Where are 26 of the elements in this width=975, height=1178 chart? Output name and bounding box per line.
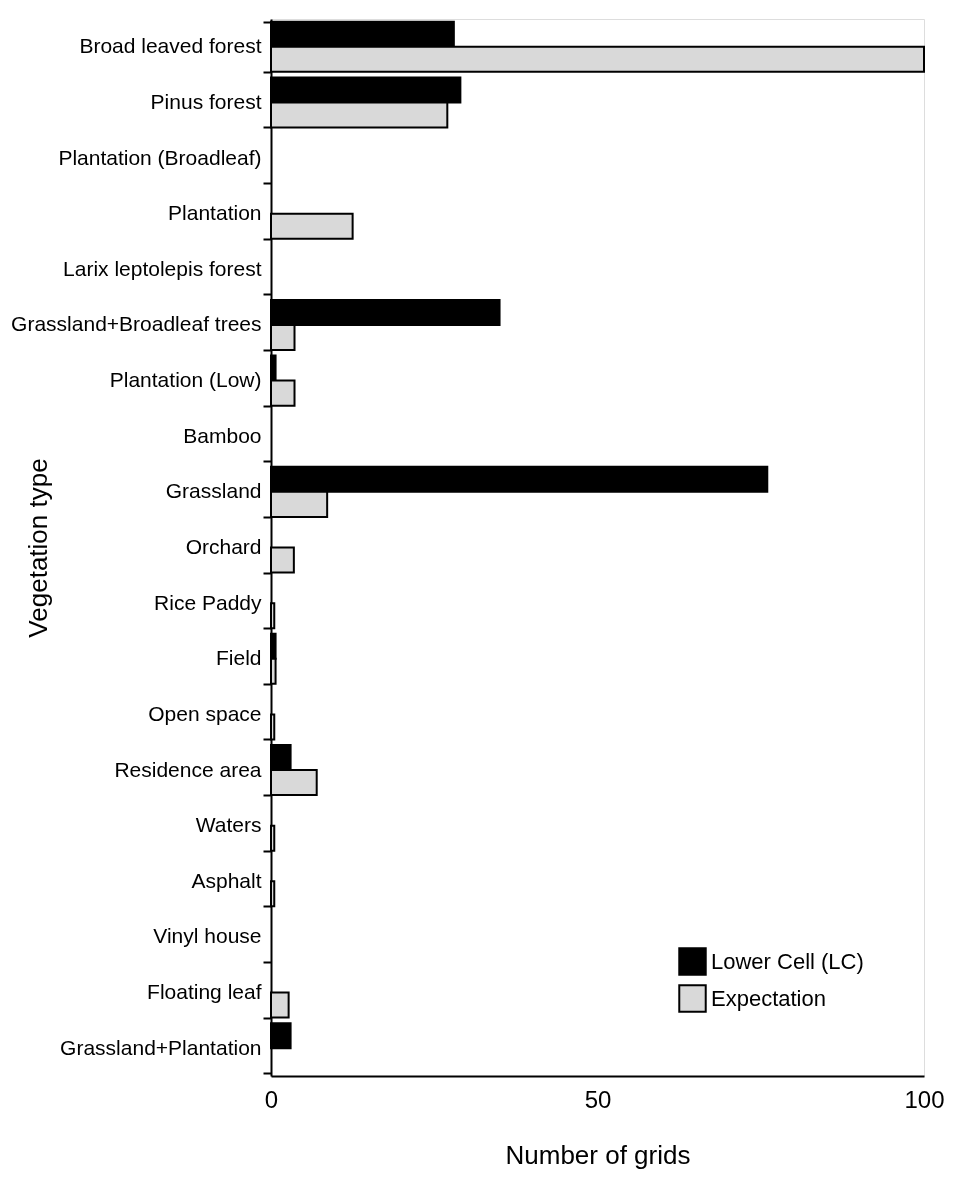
y-tick-label: Orchard	[185, 535, 262, 558]
y-tick-label: Rice Paddy	[154, 590, 262, 614]
y-tick-label: Bamboo	[183, 423, 262, 447]
x-tick-label: 0	[264, 1085, 279, 1113]
x-tick-label: 50	[584, 1085, 612, 1113]
y-tick-label: Broad leaved forest	[79, 34, 262, 58]
y-tick-label: Floating leaf	[147, 980, 262, 1004]
x-axis-title: Number of grids	[505, 1139, 691, 1170]
legend-label: Lower Cell (LC)	[711, 948, 864, 974]
y-tick-label: Plantation (Low)	[109, 368, 262, 392]
y-tick-label: Grassland	[165, 479, 262, 503]
y-tick-label: Vinyl house	[153, 924, 262, 948]
y-tick-label: Open space	[148, 701, 262, 725]
y-tick-label: Asphalt	[191, 868, 262, 892]
legend-label: Expectation	[711, 985, 826, 1011]
y-tick-label: Field	[215, 646, 262, 670]
y-tick-label: Plantation	[168, 201, 262, 225]
y-tick-label: Residence area	[114, 757, 262, 781]
y-tick-label: Grassland+Plantation	[60, 1035, 262, 1059]
y-tick-label: Waters	[195, 813, 262, 837]
y-tick-label: Larix leptolepis forest	[63, 256, 262, 280]
x-tick-label: 100	[904, 1085, 945, 1113]
y-axis-title: Vegetation type	[22, 458, 53, 638]
y-tick-label: Plantation (Broadleaf)	[58, 145, 262, 169]
y-tick-label: Grassland+Broadleaf trees	[11, 312, 262, 336]
y-tick-label: Pinus forest	[150, 89, 262, 113]
